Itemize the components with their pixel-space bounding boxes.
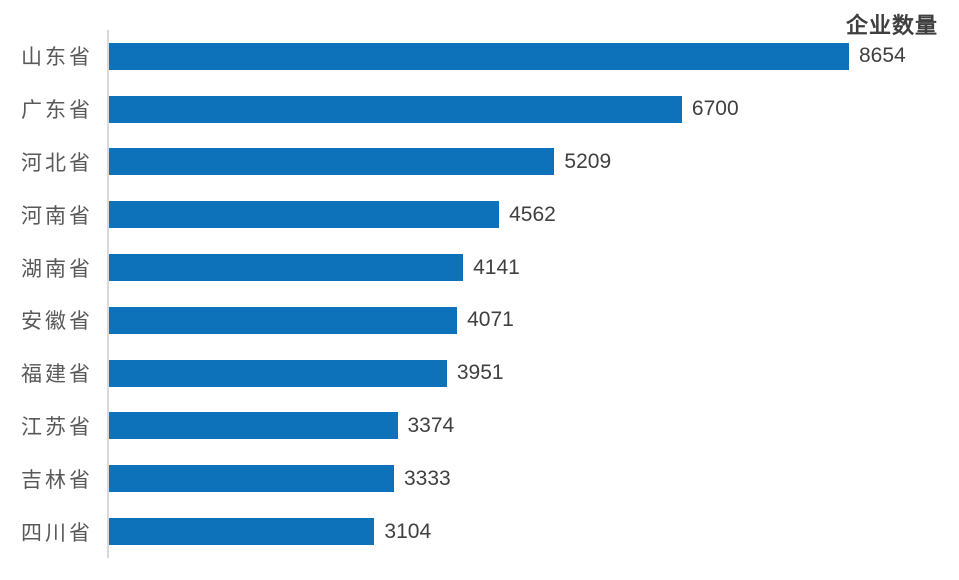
value-label: 4562 [509, 202, 556, 226]
axis-cell: 4071 [107, 293, 959, 347]
category-label: 安徽省 [21, 309, 93, 334]
bar [109, 412, 398, 440]
bar-row: 四川省 3104 [0, 505, 959, 558]
bar-row: 河南省 4562 [0, 188, 959, 242]
plot-area: 山东省 8654 广东省 6700 河北省 5209 河南省 4562 湖南省 … [0, 30, 959, 558]
bar-row: 吉林省 3333 [0, 452, 959, 506]
value-label: 4141 [473, 255, 520, 279]
bar [109, 306, 458, 334]
bar-row: 河北省 5209 [0, 135, 959, 189]
axis-cell: 4141 [107, 241, 959, 294]
value-label: 3951 [456, 361, 504, 385]
axis-cell: 8654 [107, 30, 959, 83]
axis-cell: 3951 [107, 346, 959, 400]
category-label: 福建省 [21, 362, 93, 387]
bar-row: 山东省 8654 [0, 30, 959, 83]
value-label: 3374 [407, 413, 455, 437]
value-label: 5209 [564, 149, 612, 173]
bar [109, 465, 394, 493]
bar [109, 254, 464, 282]
category-label: 河北省 [21, 150, 93, 175]
axis-cell: 3333 [107, 452, 959, 506]
value-label: 8654 [859, 44, 906, 68]
chart-title: 企业数量 [845, 13, 938, 38]
axis-cell: 6700 [107, 82, 959, 136]
value-label: 3333 [404, 466, 451, 490]
category-label: 山东省 [21, 45, 93, 70]
bar-row: 江苏省 3374 [0, 399, 959, 453]
value-label: 6700 [691, 97, 739, 121]
bar-row: 广东省 6700 [0, 82, 959, 136]
category-label: 吉林省 [21, 467, 93, 492]
bar-row: 湖南省 4141 [0, 241, 959, 294]
bar-row: 安徽省 4071 [0, 293, 959, 347]
category-label: 河南省 [21, 203, 93, 228]
bar [109, 359, 447, 387]
bar [109, 201, 500, 229]
axis-cell: 3104 [107, 505, 959, 558]
category-label: 四川省 [21, 520, 93, 545]
value-label: 3104 [384, 519, 432, 543]
bar [109, 148, 555, 176]
axis-cell: 5209 [107, 135, 959, 189]
axis-cell: 3374 [107, 399, 959, 453]
axis-cell: 4562 [107, 188, 959, 242]
category-label: 江苏省 [21, 414, 93, 439]
bar [109, 518, 375, 546]
value-label: 4071 [467, 308, 514, 332]
category-label: 广东省 [21, 98, 93, 123]
category-label: 湖南省 [21, 256, 93, 281]
bar [109, 95, 682, 123]
bar-row: 福建省 3951 [0, 346, 959, 400]
bar [109, 42, 849, 70]
